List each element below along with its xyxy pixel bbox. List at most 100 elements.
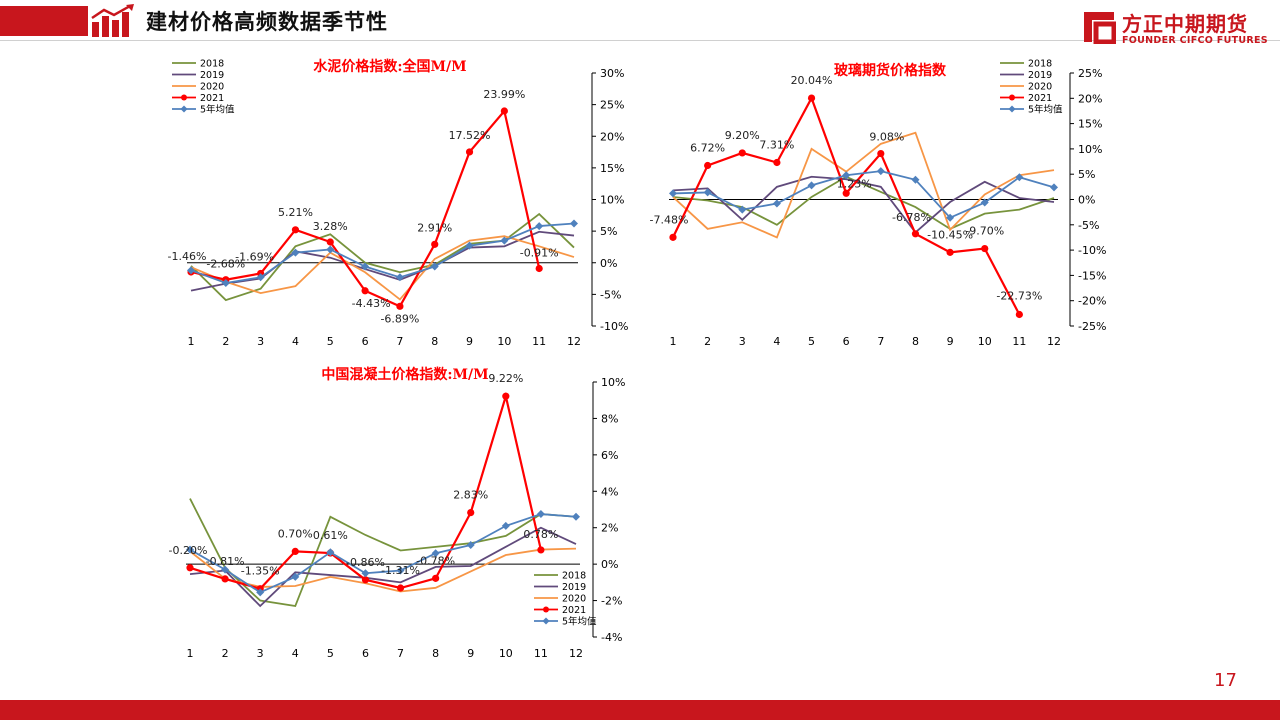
series-point-5yr-avg — [772, 199, 781, 208]
data-label: -9.70% — [965, 225, 1004, 238]
x-tick-label: 4 — [292, 647, 299, 660]
x-tick-label: 7 — [877, 335, 884, 348]
series-point-2021 — [500, 107, 508, 115]
data-label: -1.35% — [241, 565, 280, 578]
y-tick-label: 25% — [1078, 67, 1102, 80]
legend-label: 2019 — [200, 70, 224, 81]
y-tick-label: -25% — [1078, 320, 1106, 333]
bar-chart-trend-icon — [91, 4, 134, 37]
series-point-5yr-avg — [500, 236, 509, 245]
y-tick-label: 15% — [1078, 118, 1102, 131]
series-point-5yr-avg — [361, 569, 370, 578]
x-tick-label: 11 — [532, 335, 546, 348]
series-point-5yr-avg — [186, 545, 194, 554]
legend-label: 2021 — [562, 605, 586, 616]
x-tick-label: 5 — [327, 647, 334, 660]
legend-marker-5yr-avg — [1008, 105, 1016, 113]
x-tick-label: 1 — [188, 335, 195, 348]
series-point-2021 — [773, 158, 781, 167]
data-label: -1.31% — [381, 564, 420, 577]
series-point-2021 — [467, 508, 475, 517]
series-point-2021 — [291, 226, 300, 234]
x-tick-label: 12 — [567, 335, 581, 348]
series-line-2019 — [190, 230, 575, 292]
x-tick-label: 9 — [466, 335, 473, 348]
y-tick-label: -10% — [600, 320, 628, 333]
series-point-2021 — [186, 564, 194, 572]
legend-label: 5年均值 — [562, 616, 597, 628]
data-label: -1.69% — [235, 250, 274, 263]
series-point-5yr-avg — [291, 248, 300, 257]
series-point-5yr-avg — [980, 198, 989, 207]
y-tick-label: 6% — [601, 449, 618, 462]
x-tick-label: 10 — [978, 335, 992, 348]
page-number: 17 — [1214, 670, 1237, 691]
header-bar: 建材价格高频数据季节性 — [0, 0, 1280, 42]
chart-title: 玻璃期货价格指数 — [834, 62, 947, 79]
y-tick-label: -5% — [600, 288, 621, 301]
y-tick-label: -10% — [1078, 244, 1106, 257]
series-point-5yr-avg — [572, 512, 580, 521]
series-point-2021 — [326, 238, 334, 246]
x-tick-label: 6 — [362, 647, 369, 660]
series-point-5yr-avg — [1050, 183, 1058, 192]
x-tick-label: 11 — [534, 647, 548, 660]
data-label: 3.28% — [313, 220, 348, 233]
data-label: -0.78% — [416, 554, 455, 567]
legend-label: 2020 — [562, 594, 586, 605]
series-line-2020 — [189, 547, 577, 593]
series-point-2021 — [669, 233, 677, 241]
footer-bar — [0, 700, 1280, 720]
series-point-2021 — [537, 546, 545, 554]
data-label: -4.43% — [352, 297, 391, 310]
legend-label: 2019 — [562, 582, 586, 593]
data-label: -1.46% — [168, 250, 207, 263]
series-point-5yr-avg — [466, 541, 475, 550]
series-point-5yr-avg — [876, 167, 885, 176]
series-point-2021 — [946, 248, 954, 256]
data-label: 0.78% — [523, 528, 558, 541]
y-tick-label: 10% — [601, 376, 625, 389]
x-tick-label: 1 — [670, 335, 677, 348]
x-tick-label: 3 — [739, 335, 746, 348]
data-label: 23.99% — [483, 88, 525, 101]
x-tick-label: 5 — [808, 335, 815, 348]
data-label: -10.45% — [927, 228, 973, 241]
founder-logo-icon — [1084, 12, 1116, 44]
logo-chinese-name: 方正中期期货 — [1122, 12, 1248, 36]
legend-label: 2021 — [200, 93, 224, 104]
series-point-2021 — [911, 230, 920, 238]
series-point-5yr-avg — [187, 266, 195, 275]
x-tick-label: 1 — [187, 647, 194, 660]
series-point-2021 — [1015, 310, 1023, 319]
x-tick-label: 11 — [1012, 335, 1026, 348]
series-point-2021 — [981, 244, 989, 253]
x-tick-label: 8 — [431, 335, 438, 348]
series-point-5yr-avg — [361, 262, 370, 271]
series-point-5yr-avg — [807, 181, 816, 190]
chart-title: 中国混凝土价格指数:M/M — [321, 366, 488, 383]
legend-marker-2021 — [1009, 94, 1015, 101]
x-tick-label: 9 — [467, 647, 474, 660]
x-tick-label: 7 — [397, 647, 404, 660]
y-tick-label: 0% — [1078, 194, 1095, 207]
y-tick-label: 30% — [600, 67, 624, 80]
x-tick-label: 4 — [773, 335, 780, 348]
x-tick-label: 6 — [362, 335, 369, 348]
chart-title: 水泥价格指数:全国M/M — [313, 58, 466, 75]
series-point-5yr-avg — [291, 572, 300, 581]
y-tick-label: -15% — [1078, 269, 1106, 282]
data-label: 2.83% — [453, 489, 488, 502]
series-point-5yr-avg — [536, 510, 545, 519]
data-label: -6.78% — [892, 211, 931, 224]
y-tick-label: 8% — [601, 412, 618, 425]
legend-label: 2020 — [1028, 82, 1052, 93]
x-tick-label: 2 — [222, 647, 229, 660]
y-tick-label: -20% — [1078, 295, 1106, 308]
series-point-5yr-avg — [326, 245, 335, 254]
data-label: -0.20% — [169, 544, 208, 557]
x-tick-label: 3 — [257, 335, 264, 348]
y-tick-label: -2% — [601, 595, 622, 608]
data-label: -22.73% — [996, 290, 1042, 303]
